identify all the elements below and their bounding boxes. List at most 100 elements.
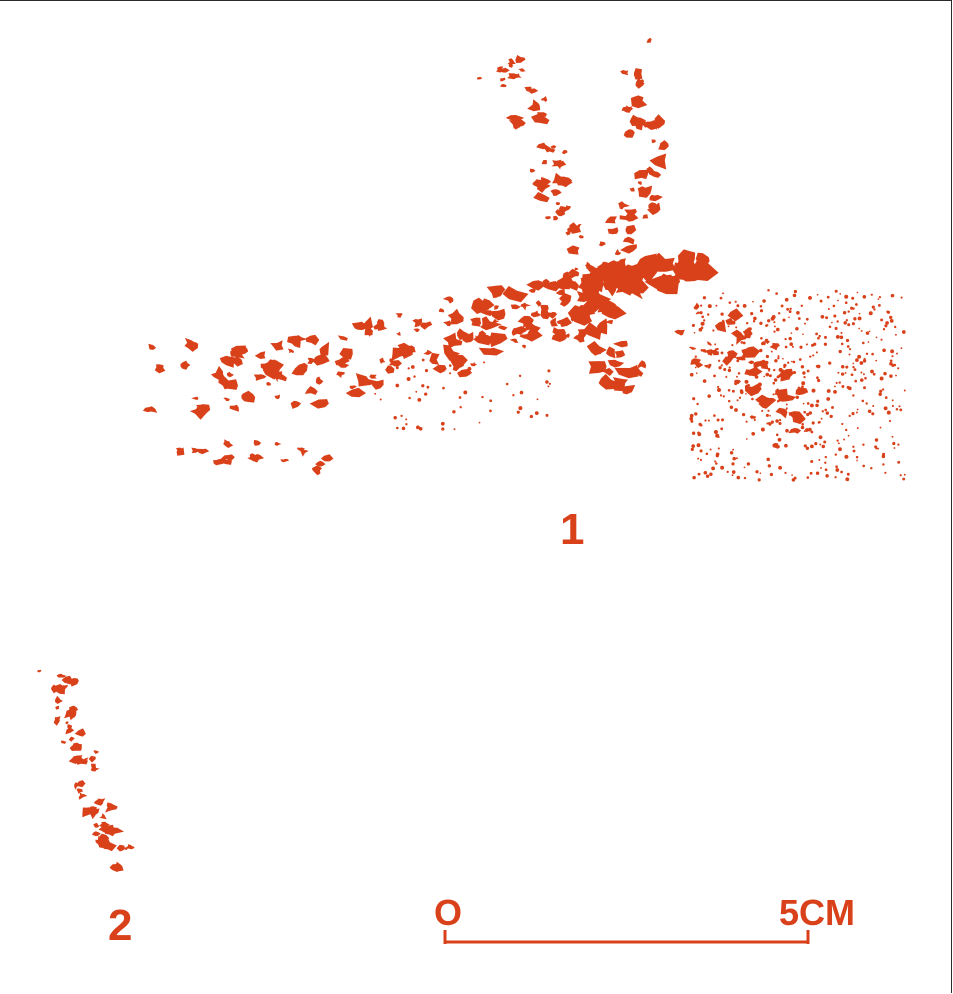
paint-fleck <box>253 439 262 446</box>
paint-fleck <box>391 347 412 362</box>
paint-fleck <box>315 376 324 385</box>
paint-fleck <box>496 66 505 73</box>
paint-dust <box>387 365 390 368</box>
paint-dust <box>880 338 883 341</box>
paint-fleck <box>530 310 541 318</box>
paint-dust <box>802 402 805 405</box>
paint-fleck <box>260 359 278 371</box>
paint-dust <box>877 447 880 450</box>
paint-dust <box>705 474 710 478</box>
paint-dust <box>770 420 774 424</box>
paint-dust <box>893 447 896 449</box>
paint-dust <box>797 317 801 320</box>
paint-dust <box>759 472 762 475</box>
paint-dust <box>545 380 549 384</box>
paint-dust <box>379 398 382 401</box>
paint-fleck <box>566 245 580 255</box>
paint-fleck <box>69 705 79 714</box>
paint-fleck <box>51 684 59 694</box>
paint-dust <box>775 419 779 423</box>
paint-fleck <box>55 695 63 704</box>
paint-dust <box>452 410 456 414</box>
paint-dust <box>448 364 452 367</box>
paint-fleck <box>213 458 229 466</box>
paint-fleck <box>629 114 645 126</box>
paint-fleck <box>607 359 625 368</box>
paint-fleck <box>727 308 744 322</box>
paint-dust <box>885 321 889 325</box>
paint-fleck <box>478 330 487 339</box>
paint-fleck <box>612 377 628 392</box>
paint-dust <box>828 361 832 365</box>
paint-dust <box>872 404 875 408</box>
paint-fleck <box>53 716 61 726</box>
paint-fleck <box>68 736 75 742</box>
paint-fleck <box>569 222 581 234</box>
paint-fleck <box>105 802 118 813</box>
paint-dust <box>782 373 785 376</box>
paint-dust <box>489 399 493 403</box>
paint-dust <box>806 402 810 405</box>
paint-dust <box>725 375 728 378</box>
paint-dust <box>772 381 776 385</box>
paint-dust <box>837 371 840 374</box>
paint-fleck <box>514 73 522 79</box>
paint-fleck <box>550 145 557 149</box>
paint-dust <box>796 310 800 315</box>
paint-dust <box>809 444 814 449</box>
paint-dust <box>808 411 813 415</box>
paint-dust <box>903 389 906 392</box>
paint-fleck <box>515 326 527 334</box>
paint-dust <box>453 428 456 431</box>
paint-fleck <box>219 355 235 368</box>
paint-dust <box>720 465 725 470</box>
paint-fleck <box>748 360 755 365</box>
paint-dust <box>389 358 394 363</box>
paint-dust <box>421 358 425 362</box>
paint-dust <box>776 327 780 332</box>
paint-fleck <box>536 112 547 117</box>
paint-fleck <box>578 235 584 239</box>
paint-fleck <box>653 114 666 129</box>
paint-dust <box>810 459 814 464</box>
paint-dust <box>536 398 539 401</box>
paint-dust <box>785 403 788 406</box>
paint-fleck <box>389 360 402 367</box>
paint-dust <box>788 413 792 416</box>
paint-dust <box>880 318 884 322</box>
paint-dust <box>834 326 838 330</box>
paint-fleck <box>647 202 661 216</box>
paint-fleck <box>637 185 653 198</box>
paint-dust <box>690 447 694 451</box>
paint-dust <box>773 325 776 328</box>
paint-fleck <box>490 308 506 321</box>
paint-dust <box>722 292 725 295</box>
paint-dust <box>859 361 864 365</box>
paint-dust <box>801 385 804 389</box>
paint-dust <box>815 332 818 336</box>
paint-dust <box>867 341 870 343</box>
paint-dust <box>751 351 754 354</box>
paint-dust <box>889 374 893 378</box>
paint-dust <box>890 293 895 298</box>
paint-dust <box>823 440 827 444</box>
paint-dust <box>767 289 770 292</box>
paint-fleck <box>270 340 284 351</box>
paint-fleck <box>517 315 534 324</box>
paint-dust <box>442 386 445 390</box>
paint-dust <box>863 357 866 361</box>
paint-dust <box>783 363 787 368</box>
paint-fleck <box>714 320 727 333</box>
paint-dust <box>811 421 815 425</box>
paint-fleck <box>339 348 353 360</box>
paint-dust <box>704 419 707 422</box>
paint-fleck <box>287 348 294 354</box>
paint-dust <box>891 355 894 358</box>
paint-dust <box>709 448 712 451</box>
paint-dust <box>799 345 803 349</box>
paint-dust <box>727 399 731 403</box>
paint-dust <box>778 421 782 425</box>
paint-dust <box>897 367 900 370</box>
